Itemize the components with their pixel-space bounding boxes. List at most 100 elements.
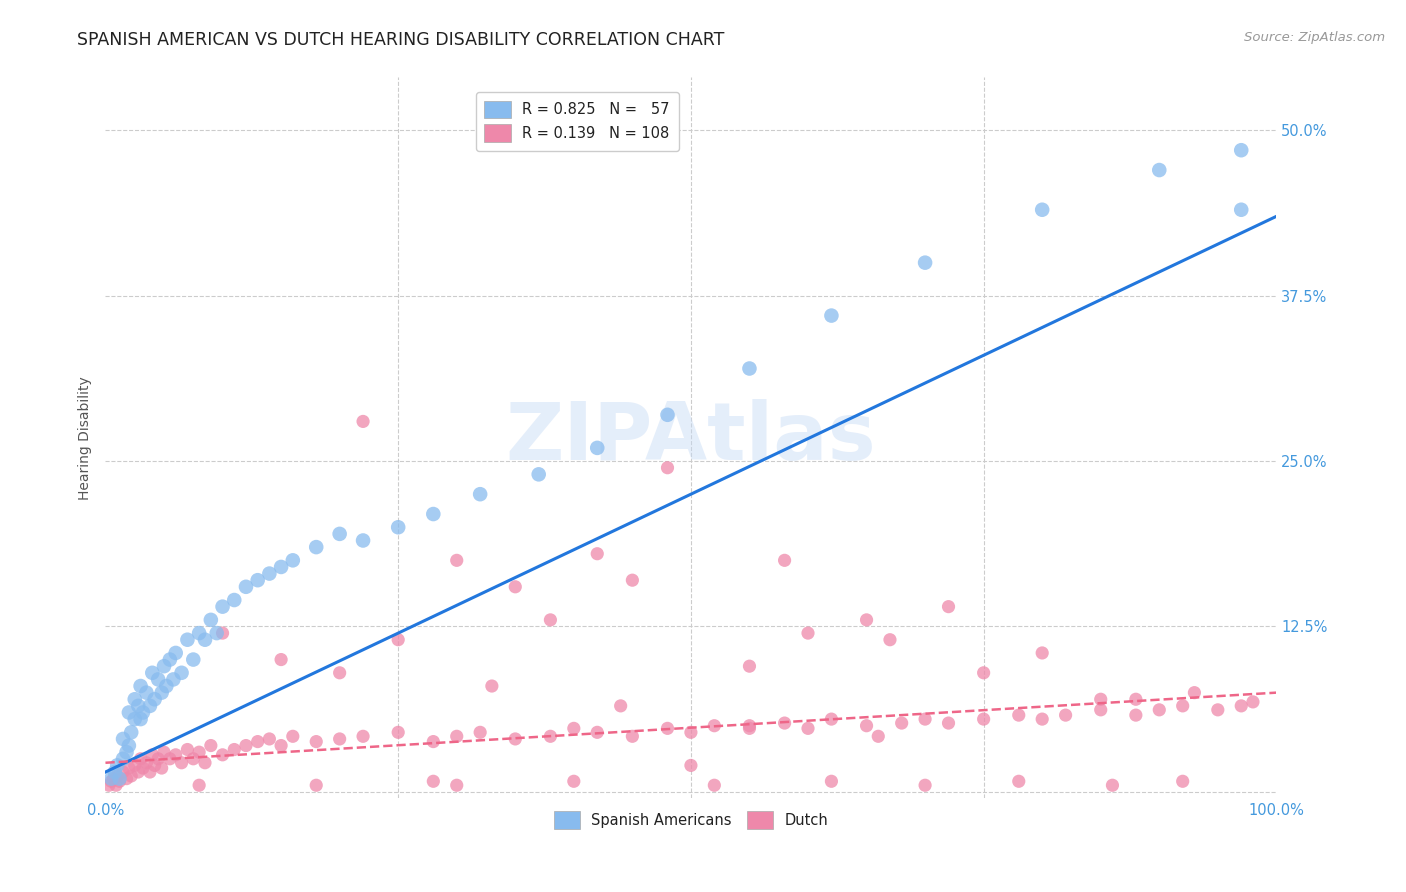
Point [1149,163,1171,178]
Point [538,613,561,627]
Point [305,734,328,748]
Point [938,599,960,614]
Point [1008,708,1031,723]
Point [120,769,142,783]
Point [105,758,128,772]
Point [586,547,609,561]
Point [165,646,187,660]
Point [329,731,352,746]
Point [387,632,409,647]
Point [422,774,444,789]
Point [98,778,121,792]
Point [973,665,995,680]
Point [235,580,257,594]
Point [135,756,157,770]
Point [446,778,468,792]
Point [100,774,122,789]
Point [797,626,820,640]
Legend: Spanish Americans, Dutch: Spanish Americans, Dutch [548,805,834,834]
Point [127,764,149,779]
Point [159,652,181,666]
Point [657,722,679,736]
Point [150,761,173,775]
Point [562,722,585,736]
Point [224,742,246,756]
Y-axis label: Hearing Disability: Hearing Disability [79,376,93,500]
Text: SPANISH AMERICAN VS DUTCH HEARING DISABILITY CORRELATION CHART: SPANISH AMERICAN VS DUTCH HEARING DISABI… [77,31,724,49]
Point [773,716,796,731]
Point [129,752,152,766]
Point [118,739,141,753]
Point [146,673,169,687]
Point [938,716,960,731]
Point [1031,202,1053,217]
Point [914,778,936,792]
Point [120,725,142,739]
Point [586,725,609,739]
Point [503,731,526,746]
Point [176,632,198,647]
Point [143,758,166,772]
Point [281,553,304,567]
Point [1101,778,1123,792]
Point [129,712,152,726]
Point [481,679,503,693]
Point [181,652,204,666]
Point [124,692,146,706]
Point [181,752,204,766]
Point [1230,143,1253,157]
Point [112,764,135,779]
Point [100,772,122,786]
Point [129,679,152,693]
Point [188,626,211,640]
Point [224,593,246,607]
Point [143,692,166,706]
Point [855,613,877,627]
Point [352,729,374,743]
Point [124,758,146,772]
Point [188,745,211,759]
Point [329,527,352,541]
Point [153,745,176,759]
Point [914,712,936,726]
Point [270,560,292,574]
Point [205,626,228,640]
Point [868,729,890,743]
Point [973,712,995,726]
Point [820,309,842,323]
Point [150,686,173,700]
Point [170,665,193,680]
Point [135,686,157,700]
Point [738,719,761,733]
Point [211,599,233,614]
Point [1008,774,1031,789]
Point [270,652,292,666]
Text: ZIPAtlas: ZIPAtlas [506,399,876,477]
Point [1206,703,1229,717]
Point [1125,692,1147,706]
Point [108,774,131,789]
Point [305,778,328,792]
Point [679,725,702,739]
Point [115,745,138,759]
Point [211,747,233,762]
Point [115,772,138,786]
Point [773,553,796,567]
Point [820,712,842,726]
Point [188,778,211,792]
Point [470,725,492,739]
Point [820,774,842,789]
Point [914,255,936,269]
Point [246,573,269,587]
Point [176,742,198,756]
Point [105,769,128,783]
Point [132,706,155,720]
Point [305,540,328,554]
Point [422,734,444,748]
Point [162,673,184,687]
Point [703,778,725,792]
Point [586,441,609,455]
Point [194,756,217,770]
Point [200,739,222,753]
Point [139,764,162,779]
